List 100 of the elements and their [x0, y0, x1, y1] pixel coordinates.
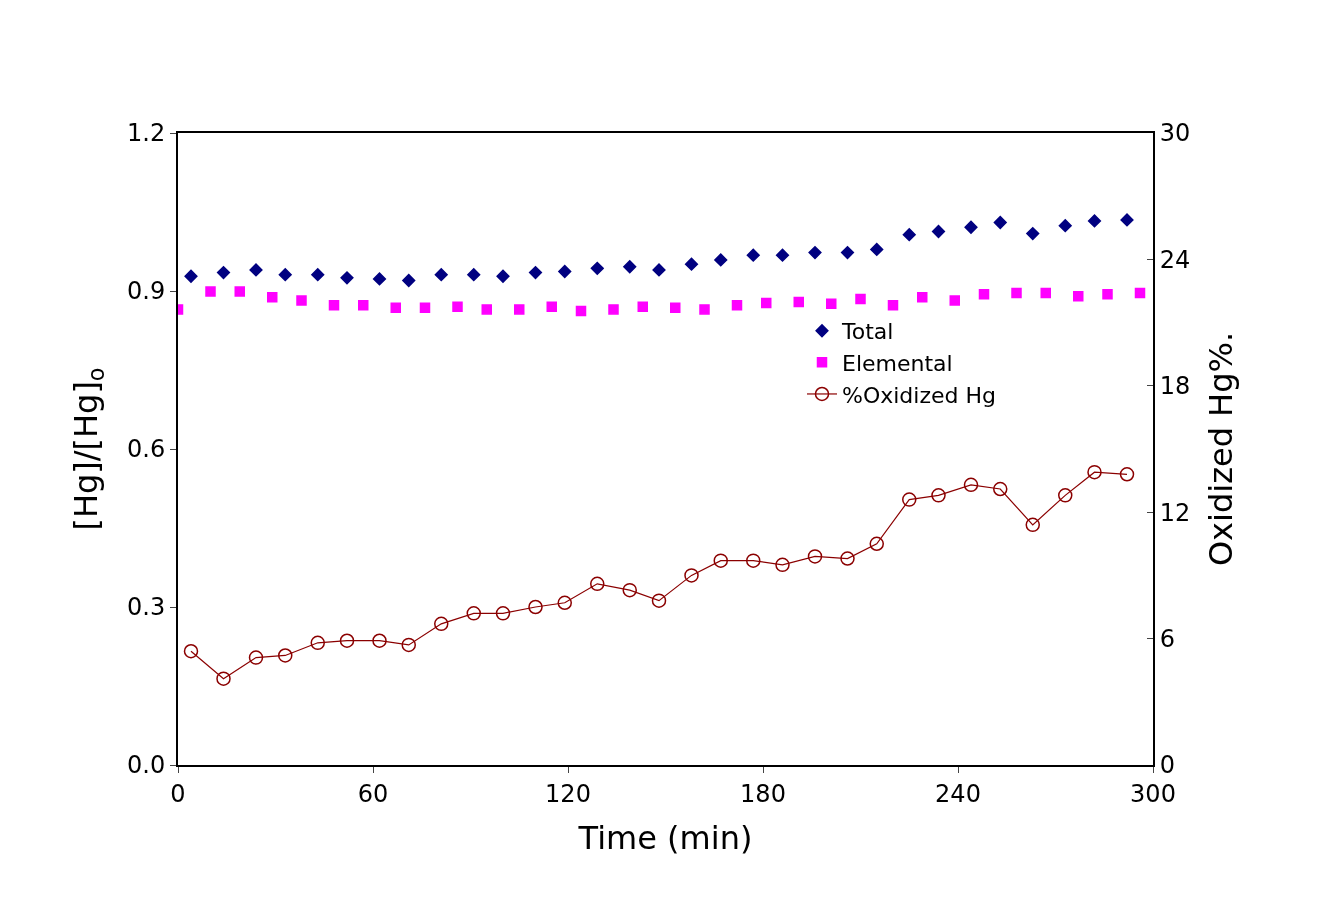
point	[590, 576, 605, 592]
point	[840, 245, 855, 260]
point	[775, 248, 790, 262]
point	[917, 292, 928, 303]
y2-tick-label: 12	[1159, 498, 1191, 527]
point	[964, 220, 978, 234]
point	[402, 273, 416, 288]
point	[775, 557, 790, 573]
y2-tick-label: 6	[1159, 625, 1176, 653]
y2-tick-label: 0	[1159, 751, 1176, 780]
point	[713, 553, 728, 568]
point	[807, 549, 823, 564]
point	[419, 302, 431, 314]
point	[902, 492, 917, 507]
point	[339, 633, 355, 648]
point	[1087, 464, 1102, 480]
point	[684, 568, 699, 583]
point	[434, 268, 448, 282]
point	[1026, 226, 1040, 241]
point	[993, 215, 1007, 230]
point	[855, 293, 866, 305]
point	[546, 301, 557, 313]
point	[328, 299, 340, 311]
point	[1025, 517, 1040, 533]
point	[1058, 488, 1073, 503]
point	[311, 268, 325, 282]
point	[684, 257, 699, 271]
point	[637, 301, 648, 313]
point	[183, 643, 199, 659]
point	[622, 582, 637, 598]
point	[714, 253, 728, 267]
point	[652, 263, 666, 277]
point	[1120, 213, 1134, 227]
x-tick-label: 60	[357, 779, 389, 808]
x-tick-label: 120	[545, 779, 591, 808]
point	[963, 477, 979, 493]
point	[372, 272, 387, 286]
point	[670, 302, 681, 314]
legend-label: Elemental	[842, 350, 953, 376]
point	[467, 268, 481, 282]
x-tick-label: 0	[170, 779, 186, 808]
point	[887, 299, 899, 311]
point	[278, 648, 293, 663]
y-tick-label: 1.2	[127, 119, 166, 148]
point	[528, 265, 543, 280]
point	[651, 593, 667, 608]
point	[358, 299, 369, 311]
point	[1134, 287, 1146, 299]
x-tick-label: 240	[935, 779, 981, 808]
point	[902, 228, 916, 242]
point	[401, 637, 416, 653]
point	[310, 635, 325, 651]
point	[481, 304, 492, 315]
point	[608, 304, 619, 315]
point	[826, 298, 837, 309]
point	[869, 536, 884, 552]
point	[575, 305, 587, 317]
point	[372, 633, 387, 648]
point	[234, 286, 245, 297]
x-tick-label: 300	[1130, 779, 1176, 808]
point	[557, 595, 572, 611]
y-tick-label: 0.9	[127, 277, 166, 306]
y2-tick-label: 30	[1159, 119, 1191, 148]
point	[528, 599, 543, 615]
point	[1102, 288, 1113, 300]
point	[390, 302, 401, 314]
legend-label: Total	[841, 319, 894, 345]
y-tick-label: 0.0	[127, 751, 166, 780]
point	[931, 224, 946, 239]
y2-tick-label: 18	[1159, 372, 1191, 401]
point	[558, 264, 572, 279]
point	[466, 606, 481, 621]
point	[1040, 287, 1051, 299]
point	[514, 304, 525, 315]
point	[434, 616, 449, 632]
point	[1058, 219, 1072, 233]
point	[496, 269, 510, 283]
point	[746, 553, 761, 568]
point	[340, 271, 354, 285]
point	[296, 295, 307, 306]
point	[731, 299, 743, 311]
point	[249, 263, 263, 277]
point	[267, 292, 278, 303]
point	[870, 242, 884, 256]
point	[1011, 287, 1022, 299]
point	[184, 269, 198, 283]
point	[761, 297, 772, 309]
point	[699, 304, 710, 315]
y-tick-label: 0.3	[127, 593, 166, 622]
y-tick-label: 0.6	[127, 435, 166, 464]
point	[949, 295, 960, 306]
point	[1073, 291, 1084, 302]
y2-tick-label: 24	[1159, 245, 1191, 274]
point	[808, 245, 822, 260]
point	[993, 481, 1008, 497]
point	[746, 248, 760, 262]
point	[495, 606, 511, 621]
point	[216, 265, 231, 280]
point	[205, 286, 216, 297]
point	[248, 650, 264, 665]
